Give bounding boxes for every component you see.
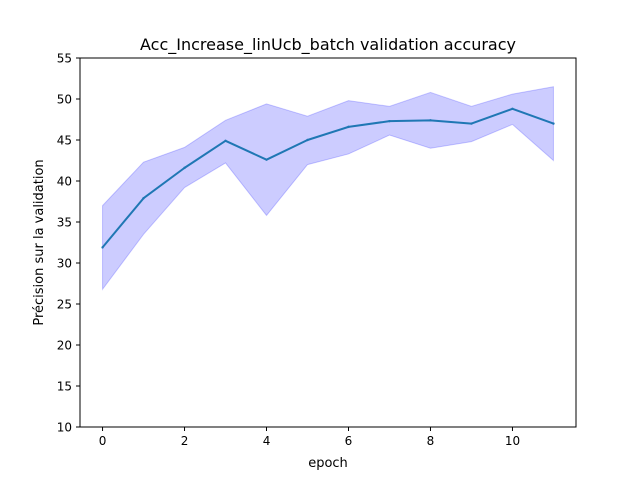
series-line	[101, 107, 555, 249]
data-point	[306, 138, 309, 142]
x-tick-label: 2	[181, 434, 189, 448]
y-tick-label: 20	[57, 339, 72, 353]
x-tick-label: 8	[427, 434, 435, 448]
data-point	[183, 166, 186, 170]
y-tick-label: 40	[57, 175, 72, 189]
data-point	[142, 197, 145, 200]
y-tick-label: 50	[57, 93, 72, 107]
data-point	[224, 139, 227, 143]
data-point	[552, 122, 555, 125]
data-point	[101, 246, 104, 249]
x-tick-label: 0	[99, 434, 107, 448]
y-tick-label: 10	[57, 421, 72, 435]
data-point	[347, 125, 350, 129]
x-axis-label: epoch	[308, 456, 348, 471]
data-point	[470, 122, 473, 125]
y-tick-label: 45	[57, 134, 72, 148]
y-axis-label: Précision sur la validation	[32, 159, 47, 325]
chart-title: Acc_Increase_linUcb_batch validation acc…	[140, 35, 516, 55]
confidence-band	[102, 86, 554, 291]
y-tick-label: 35	[57, 216, 72, 230]
axes-frame	[79, 57, 577, 428]
y-tick-label: 25	[57, 298, 72, 312]
data-point	[265, 158, 268, 161]
data-point	[388, 119, 391, 123]
y-tick-label: 15	[57, 380, 72, 394]
y-tick-label: 55	[57, 52, 72, 66]
x-tick-label: 4	[263, 434, 271, 448]
x-tick-label: 6	[345, 434, 353, 448]
y-axis: 10 15 20 25 30 35 40 45 50 55	[57, 52, 80, 435]
data-point	[511, 107, 514, 111]
plot-area	[101, 86, 555, 291]
data-point	[429, 119, 432, 122]
x-axis: 0 2 4 6 8 10	[99, 427, 520, 448]
y-tick-label: 30	[57, 257, 72, 271]
x-tick-label: 10	[505, 434, 520, 448]
